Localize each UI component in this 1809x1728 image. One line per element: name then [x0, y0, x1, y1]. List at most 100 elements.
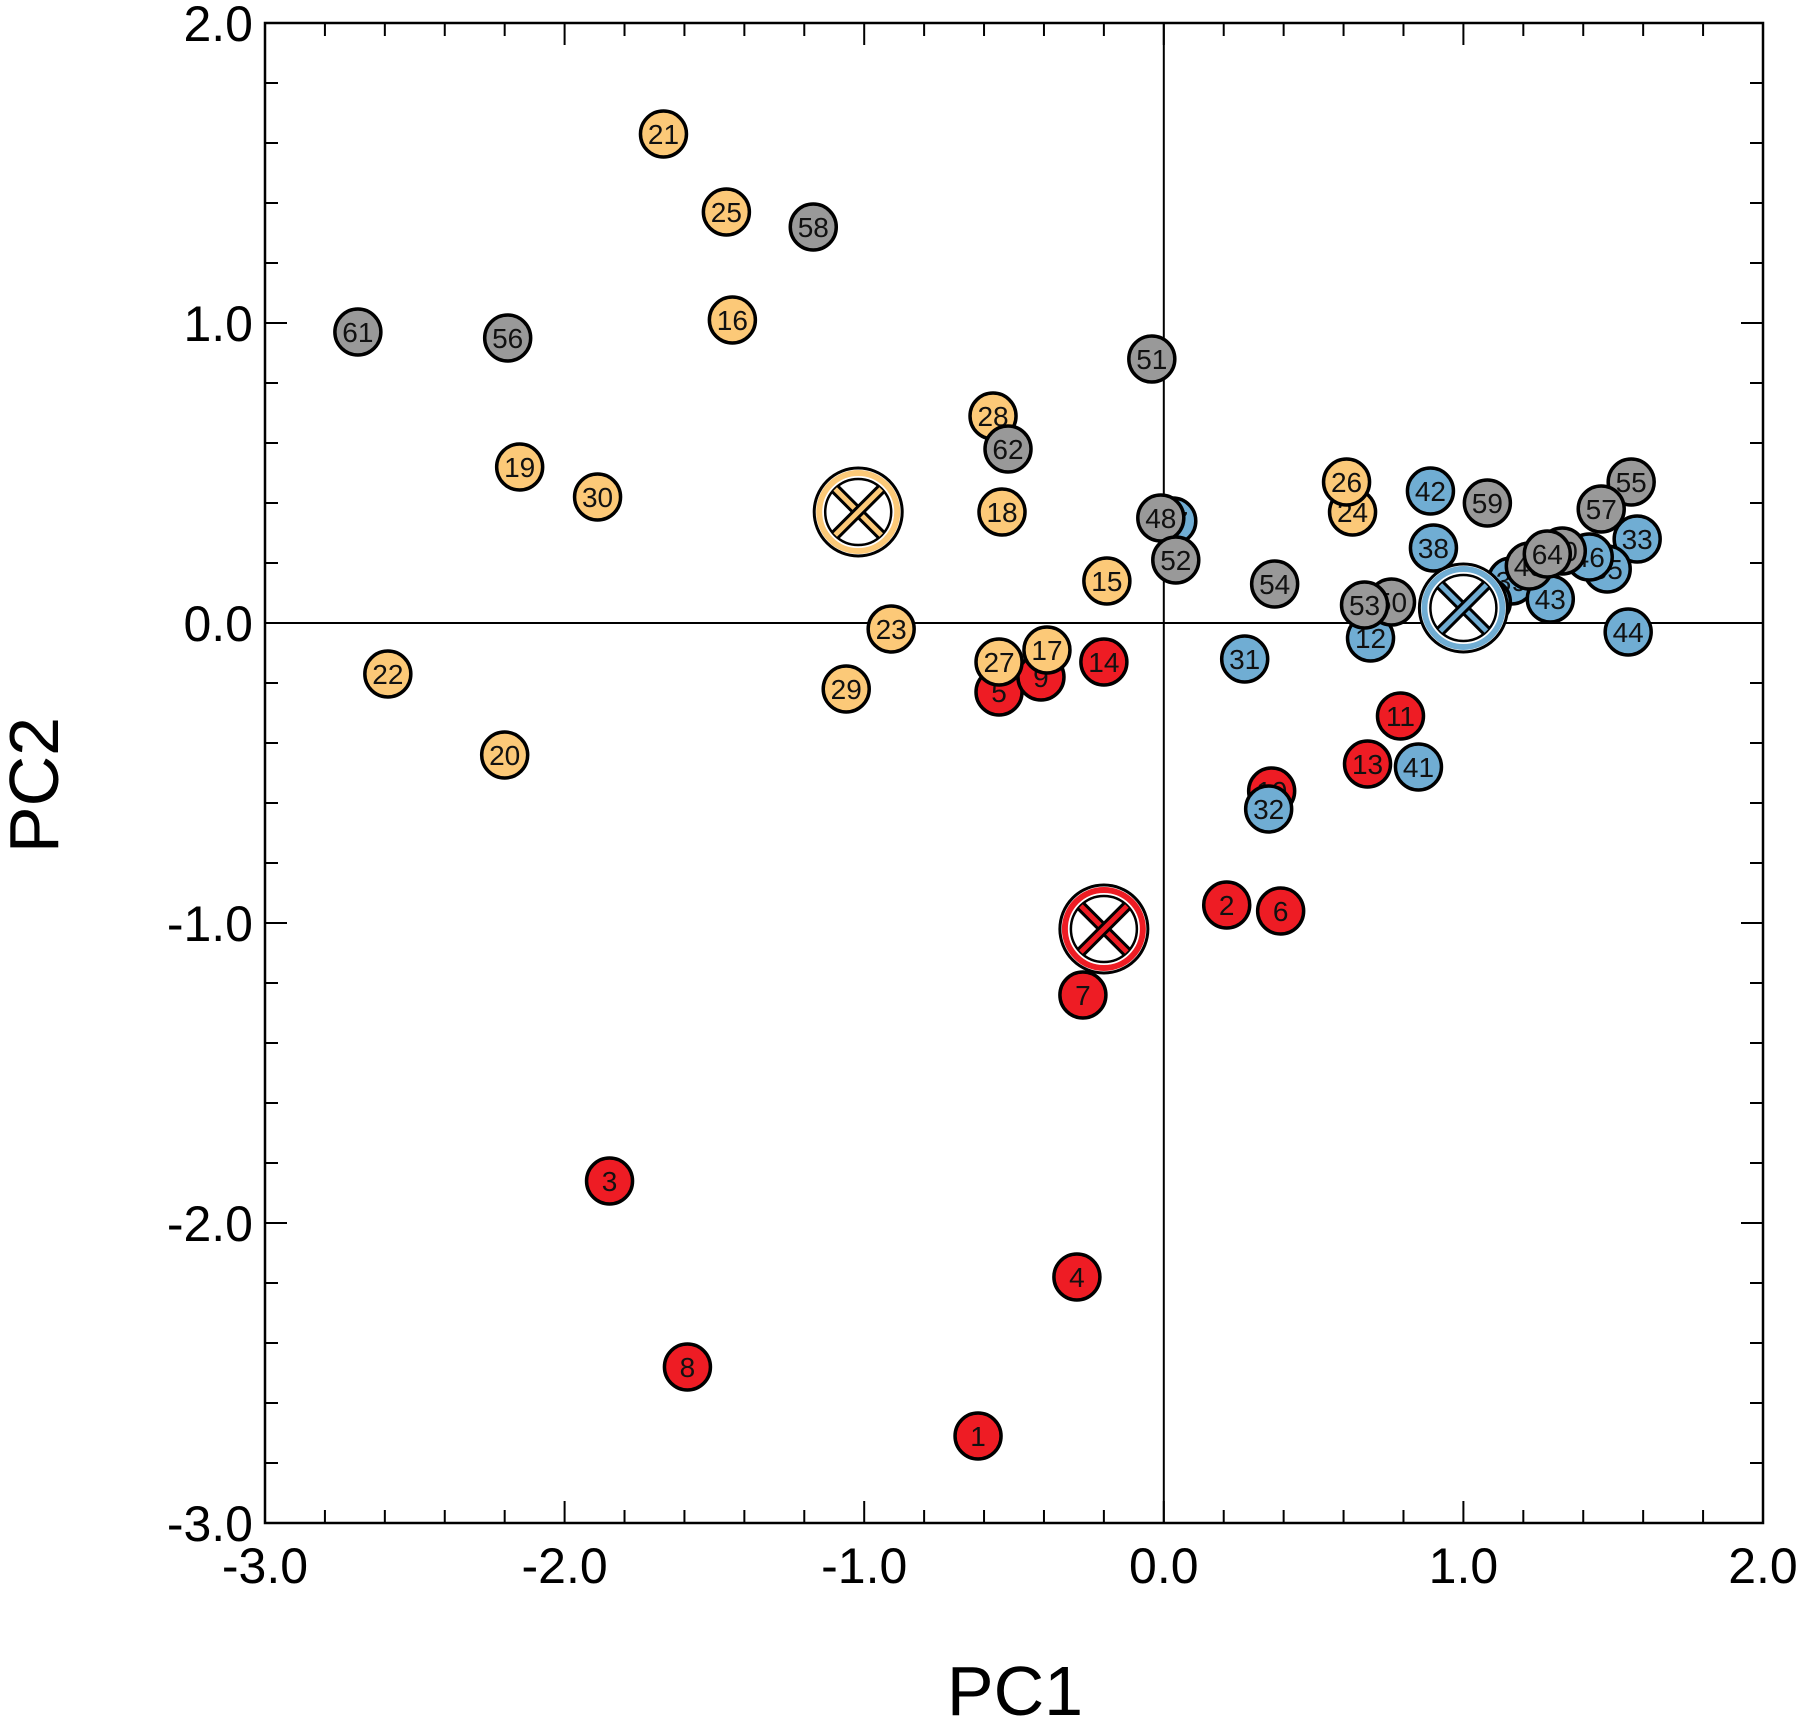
y-tick-label: 0.0 [183, 596, 253, 652]
data-point: 29 [821, 664, 871, 714]
data-point-label: 51 [1136, 344, 1167, 375]
data-point-marker [1342, 739, 1393, 789]
data-point-marker [1522, 529, 1573, 579]
data-point: 62 [983, 424, 1033, 474]
data-point-marker [953, 1411, 1003, 1461]
data-point: 26 [1321, 457, 1372, 507]
data-point-label: 4 [1069, 1262, 1085, 1293]
data-point-marker [1058, 970, 1108, 1020]
data-point-label: 6 [1273, 896, 1289, 927]
tick-labels-layer: -3.0 -2.0 -1.0 0.0 1.0 2.0 -3.0 -2.0 -1.0 0.0 1.0 2… [167, 0, 1798, 1594]
data-point-label: 54 [1259, 569, 1290, 600]
data-point: 22 [363, 649, 413, 699]
data-point-marker [363, 649, 413, 699]
x-tick-label: -1.0 [821, 1538, 907, 1594]
data-point-label: 15 [1091, 566, 1122, 597]
data-point: 27 [974, 637, 1024, 687]
data-point: 17 [1022, 625, 1072, 675]
data-point-marker [1127, 334, 1177, 384]
data-point-marker [821, 664, 871, 714]
data-point: 3 [584, 1156, 635, 1206]
data-point: 57 [1576, 484, 1626, 534]
data-point-marker [1201, 880, 1252, 930]
data-point-label: 57 [1586, 494, 1617, 525]
data-point-label: 11 [1386, 701, 1415, 732]
data-point-label: 58 [798, 212, 829, 243]
data-point-label: 43 [1535, 584, 1566, 615]
data-point: 20 [479, 730, 530, 780]
data-point-marker [572, 472, 623, 522]
data-point: 38 [1408, 523, 1459, 573]
x-axis-title: PC1 [947, 1652, 1083, 1728]
data-point: 25 [701, 187, 752, 237]
data-point: 11 [1375, 691, 1426, 741]
data-point-marker [983, 424, 1033, 474]
data-point-label: 44 [1613, 617, 1644, 648]
data-point-marker [1219, 634, 1270, 684]
data-point: 14 [1079, 637, 1129, 687]
data-point-marker [1243, 784, 1294, 834]
data-point: 6 [1255, 886, 1306, 936]
data-point-marker [333, 307, 383, 357]
centroid-cross [833, 487, 883, 537]
data-point-marker [1462, 478, 1513, 528]
data-point-marker [479, 730, 530, 780]
centroid-color-ring [1061, 887, 1146, 971]
data-point-marker [788, 202, 839, 252]
data-point-label: 38 [1418, 533, 1449, 564]
data-point-label: 26 [1331, 467, 1362, 498]
x-tick-label: 1.0 [1429, 1538, 1499, 1594]
data-point-label: 61 [342, 317, 373, 348]
points-layer: 1234567891011131415161718192021222324252… [333, 109, 1662, 1461]
centroids-layer [812, 466, 1509, 975]
data-point-label: 8 [680, 1352, 696, 1383]
data-point-marker [866, 604, 916, 654]
data-point: 19 [494, 442, 545, 492]
plot-frame [263, 21, 1765, 1525]
data-point-label: 16 [717, 305, 748, 336]
data-point-label: 62 [992, 434, 1023, 465]
data-point-marker [1375, 691, 1426, 741]
data-point-label: 2 [1219, 890, 1235, 921]
y-tick-label: -1.0 [167, 896, 253, 952]
data-point-marker [1255, 886, 1306, 936]
data-point-label: 25 [711, 197, 742, 228]
data-point-label: 29 [831, 674, 862, 705]
data-point-marker [1576, 484, 1626, 534]
data-point-label: 56 [492, 323, 523, 354]
data-point-label: 33 [1622, 524, 1653, 555]
data-point-label: 31 [1229, 644, 1260, 675]
data-point: 21 [638, 109, 689, 159]
data-point-marker [1612, 514, 1662, 564]
data-point: 18 [977, 487, 1027, 537]
data-point-label: 23 [876, 614, 907, 645]
data-point-label: 1 [970, 1421, 986, 1452]
data-point-label: 21 [648, 119, 679, 150]
y-tick-label: 1.0 [183, 296, 253, 352]
data-point-marker [1082, 556, 1132, 606]
data-point-marker [707, 295, 758, 345]
data-point-marker [974, 637, 1024, 687]
group-centroid-marker [812, 466, 904, 558]
group-centroid-marker [1417, 562, 1509, 654]
data-point-label: 22 [372, 659, 403, 690]
data-point: 41 [1393, 742, 1444, 792]
data-point-marker [662, 1342, 713, 1392]
y-axis-title: PC2 [0, 717, 73, 853]
data-point-label: 19 [504, 452, 535, 483]
data-point: 33 [1612, 514, 1662, 564]
data-point: 8 [662, 1342, 713, 1392]
centroid-color-ring [1421, 566, 1506, 650]
data-point-marker [1405, 466, 1456, 516]
data-point-label: 64 [1532, 539, 1563, 570]
data-point: 64 [1522, 529, 1573, 579]
data-point-marker [1339, 580, 1390, 630]
data-point: 4 [1052, 1252, 1102, 1302]
data-point-label: 41 [1403, 752, 1434, 783]
data-point: 32 [1243, 784, 1294, 834]
data-point-label: 30 [582, 482, 613, 513]
x-tick-label: 0.0 [1129, 1538, 1199, 1594]
data-point: 52 [1151, 535, 1201, 585]
data-point-label: 59 [1472, 488, 1503, 519]
data-point: 61 [333, 307, 383, 357]
